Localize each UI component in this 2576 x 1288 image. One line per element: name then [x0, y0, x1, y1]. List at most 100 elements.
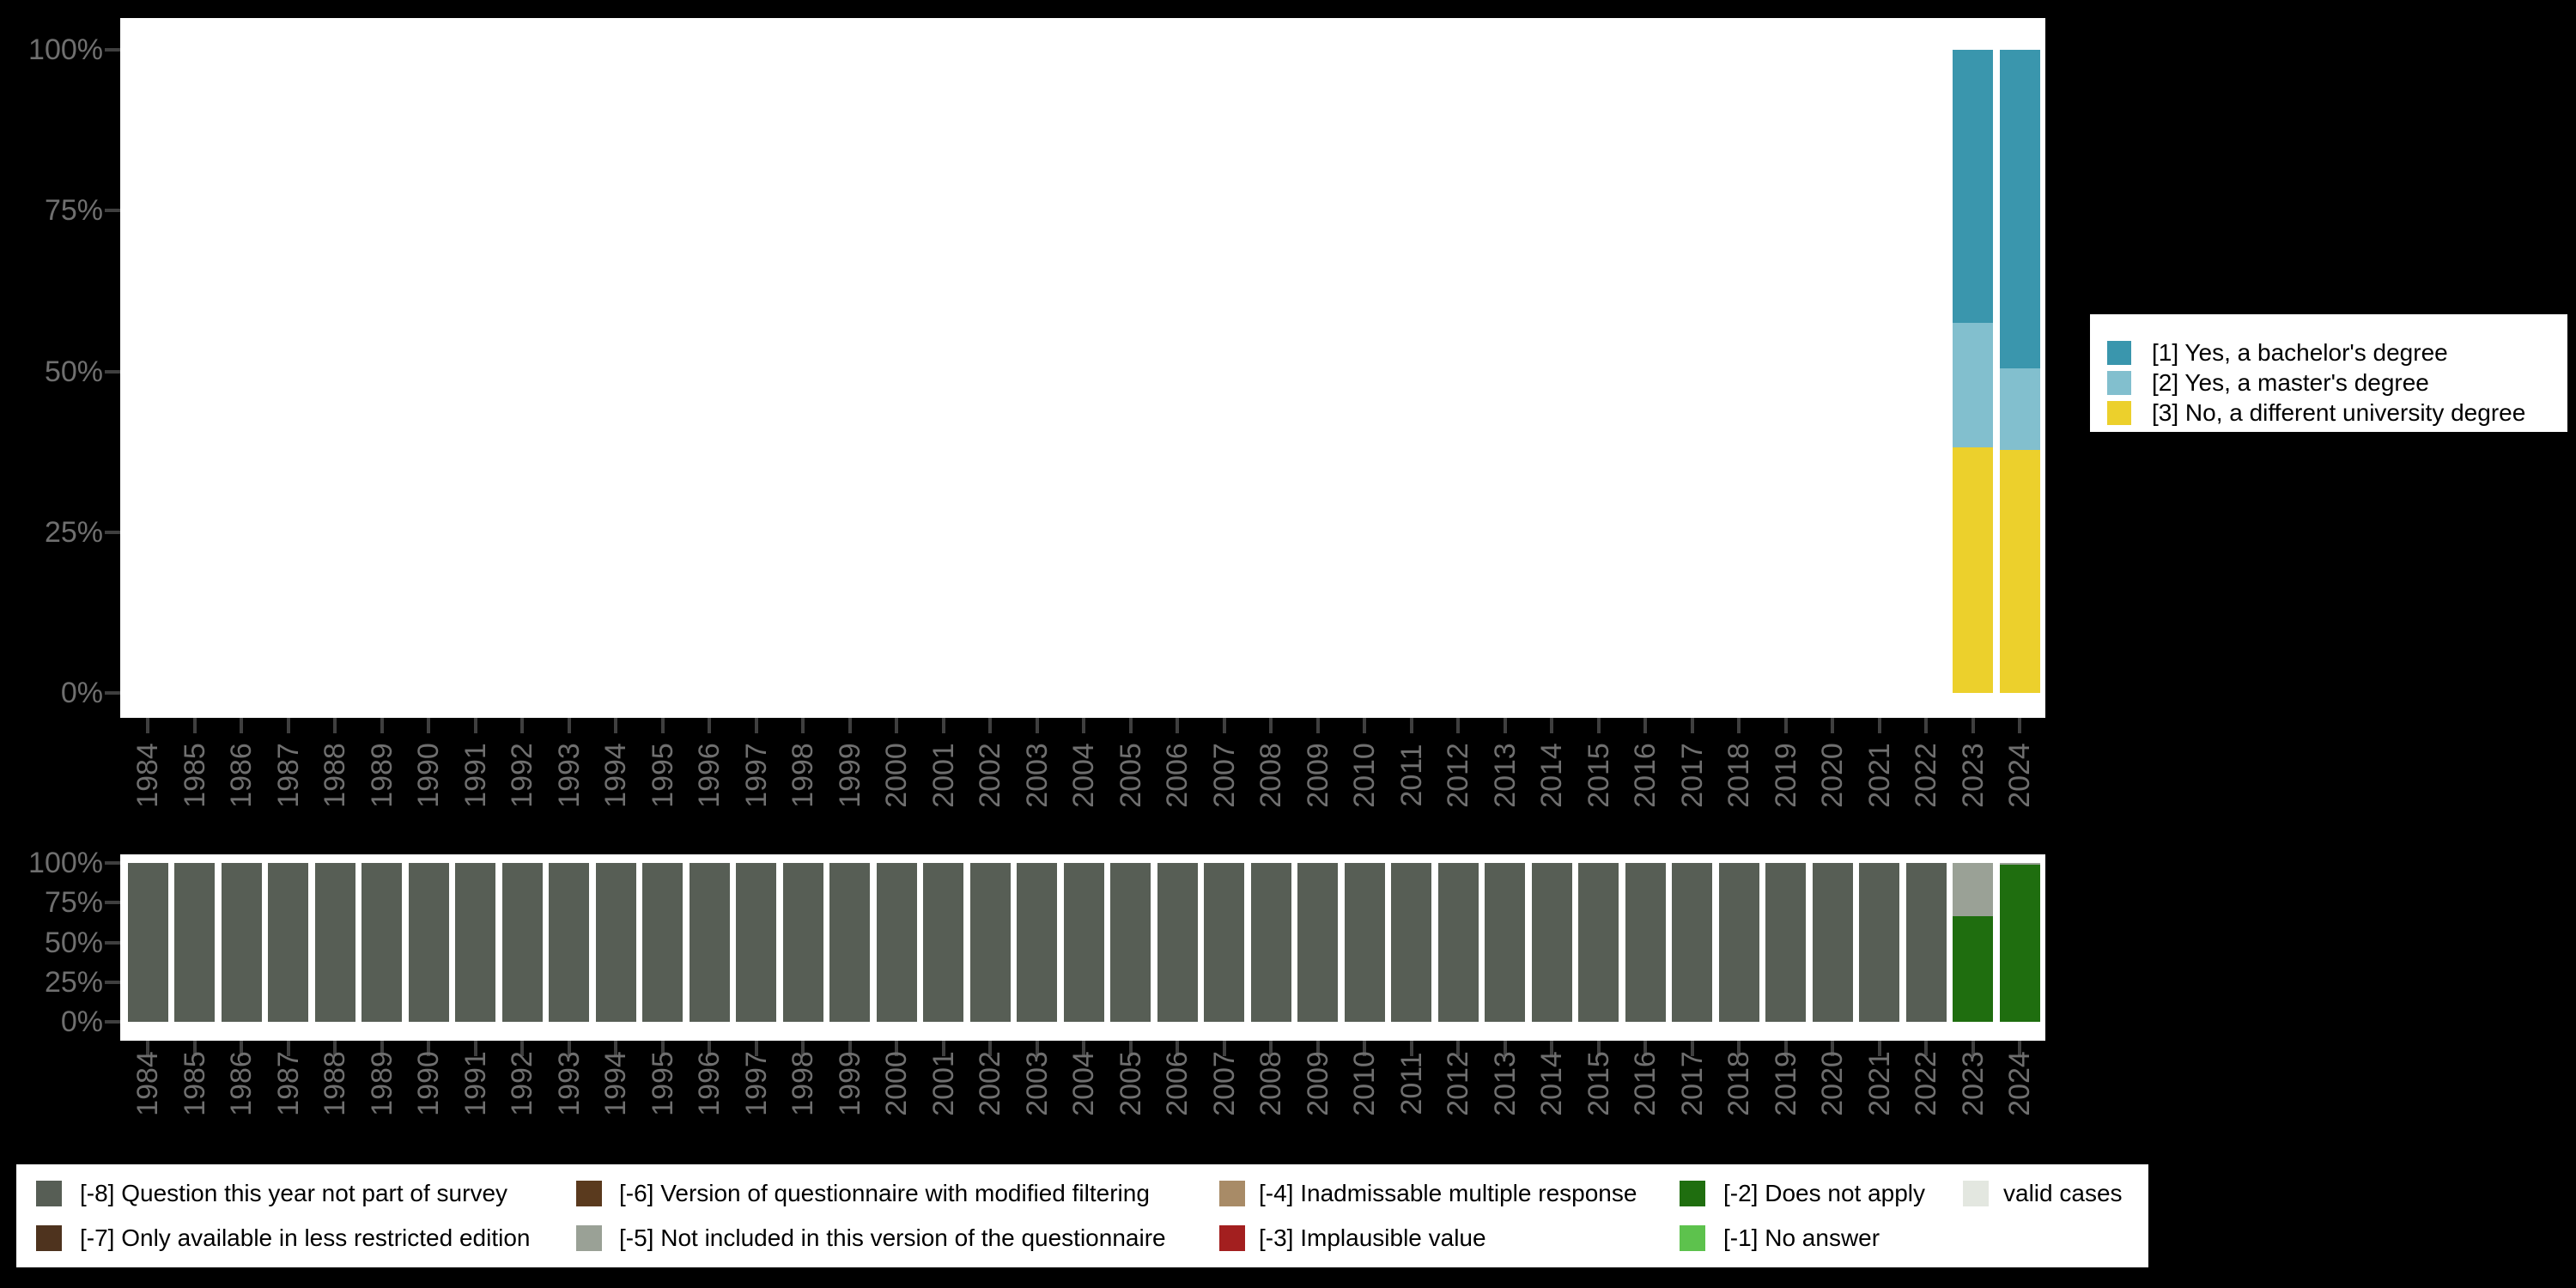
- x-axis-tick-mark: [1269, 718, 1273, 733]
- x-axis-tick-mark: [2018, 1041, 2021, 1056]
- x-axis-tick-mark: [801, 1041, 805, 1056]
- x-axis-tick-label: 1993: [552, 743, 586, 808]
- x-axis-tick-mark: [1550, 1041, 1553, 1056]
- bar-segment: [1250, 863, 1291, 1022]
- bar-segment: [1578, 863, 1619, 1022]
- x-axis-tick-mark: [660, 718, 665, 733]
- x-axis-tick-label: 2013: [1488, 743, 1522, 808]
- x-axis-tick-mark: [1831, 718, 1834, 733]
- x-axis-tick-label: 1986: [225, 743, 258, 808]
- y-axis-tick-label: 75%: [44, 194, 103, 228]
- bar-segment: [1531, 863, 1572, 1022]
- distribution-legend: [1] Yes, a bachelor's degree [2] Yes, a m…: [2090, 314, 2567, 432]
- x-axis-tick-mark: [754, 1041, 758, 1056]
- y-axis-tick-mark: [105, 1020, 120, 1024]
- bar-segment: [268, 863, 308, 1022]
- x-axis-tick-label: 1999: [833, 743, 866, 808]
- x-axis-tick-mark: [801, 718, 805, 733]
- x-axis-tick-mark: [848, 718, 852, 733]
- bar-segment: [1063, 863, 1104, 1022]
- x-axis-tick-mark: [1924, 1041, 1928, 1056]
- x-axis-tick-label: 2013: [1488, 1051, 1522, 1116]
- legend-item-label: [-2] Does not apply: [1723, 1180, 1926, 1206]
- x-axis-tick-label: 2018: [1722, 743, 1755, 808]
- x-axis-tick-mark: [1035, 718, 1039, 733]
- x-axis-tick-mark: [240, 1041, 243, 1056]
- x-axis-tick-mark: [988, 1041, 992, 1056]
- x-axis-tick-mark: [708, 718, 711, 733]
- y-axis-tick-label: 75%: [44, 886, 103, 920]
- x-axis-tick-label: 2010: [1348, 1051, 1381, 1116]
- bar-segment: [642, 863, 683, 1022]
- x-axis-tick-label: 2003: [1020, 1051, 1054, 1116]
- legend-item-label: [-8] Question this year not part of surv…: [80, 1180, 508, 1206]
- x-axis-tick-label: 2004: [1067, 1051, 1100, 1116]
- legend-item-label: [2] Yes, a master's degree: [2152, 369, 2429, 396]
- bar-segment: [1765, 863, 1806, 1022]
- y-axis-tick-label: 25%: [44, 515, 103, 549]
- x-axis-tick-label: 2001: [927, 1051, 960, 1116]
- x-axis-tick-mark: [520, 718, 524, 733]
- y-axis-tick-mark: [105, 48, 120, 52]
- y-axis-tick-mark: [105, 940, 120, 945]
- bar-segment: [1953, 50, 1993, 323]
- x-axis-tick-label: 2009: [1301, 1051, 1334, 1116]
- x-axis-tick-label: 2014: [1535, 1051, 1568, 1116]
- x-axis-tick-mark: [1503, 718, 1507, 733]
- x-axis-tick-label: 1984: [131, 743, 164, 808]
- bar-segment: [1905, 863, 1947, 1022]
- bar-segment: [361, 863, 402, 1022]
- x-axis-tick-mark: [567, 718, 571, 733]
- x-axis-tick-label: 1997: [739, 743, 773, 808]
- y-axis-tick-label: 25%: [44, 965, 103, 999]
- x-axis-tick-label: 1995: [646, 743, 679, 808]
- missing-values-plot-area: [120, 854, 2045, 1041]
- y-axis-tick-mark: [105, 980, 120, 984]
- bar-segment: [1999, 449, 2040, 693]
- x-axis-tick-label: 2007: [1207, 1051, 1241, 1116]
- x-axis-tick-label: 2017: [1675, 743, 1709, 808]
- x-axis-tick-label: 2015: [1582, 1051, 1615, 1116]
- x-axis-tick-mark: [1082, 1041, 1085, 1056]
- x-axis-tick-label: 1996: [693, 1051, 726, 1116]
- legend-item-label: [3] No, a different university degree: [2152, 399, 2526, 426]
- x-axis-tick-label: 2019: [1769, 743, 1802, 808]
- x-axis-tick-label: 1997: [739, 1051, 773, 1116]
- x-axis-tick-label: 2004: [1067, 743, 1100, 808]
- x-axis-tick-mark: [567, 1041, 571, 1056]
- x-axis-tick-label: 2020: [1816, 743, 1849, 808]
- x-axis-tick-label: 1996: [693, 743, 726, 808]
- bar-segment: [1157, 863, 1198, 1022]
- x-axis-tick-label: 2022: [1910, 743, 1942, 808]
- x-axis-tick-mark: [1831, 1041, 1834, 1056]
- bar-segment: [1953, 322, 1993, 447]
- bar-segment: [455, 863, 495, 1022]
- x-axis-tick-mark: [1222, 718, 1226, 733]
- x-axis-tick-label: 1992: [506, 743, 538, 808]
- x-axis-tick-label: 1989: [365, 743, 398, 808]
- x-axis-tick-label: 2002: [974, 1051, 1006, 1116]
- x-axis-tick-mark: [1643, 718, 1647, 733]
- x-axis-tick-label: 1999: [833, 1051, 866, 1116]
- x-axis-tick-label: 1990: [412, 1051, 445, 1116]
- x-axis-tick-mark: [1643, 1041, 1647, 1056]
- x-axis-tick-label: 1991: [459, 743, 492, 808]
- bar-segment: [1859, 863, 1899, 1022]
- y-axis-tick-mark: [105, 901, 120, 905]
- x-axis-tick-label: 2024: [2003, 743, 2036, 808]
- bar-segment: [1718, 863, 1759, 1022]
- x-axis-tick-mark: [380, 718, 384, 733]
- x-axis-tick-mark: [146, 718, 149, 733]
- x-axis-tick-mark: [1363, 1041, 1366, 1056]
- x-axis-tick-label: 2015: [1582, 743, 1615, 808]
- x-axis-tick-mark: [333, 718, 337, 733]
- x-axis-tick-mark: [286, 1041, 290, 1056]
- distribution-plot-area: [120, 18, 2045, 718]
- y-axis-tick-label: 100%: [28, 847, 103, 879]
- x-axis-tick-mark: [1550, 718, 1553, 733]
- bar-segment: [314, 863, 355, 1022]
- legend-swatch: [2107, 341, 2131, 365]
- y-axis-tick-label: 50%: [44, 926, 103, 959]
- x-axis-tick-label: 2018: [1722, 1051, 1755, 1116]
- y-axis-tick-label: 50%: [44, 355, 103, 388]
